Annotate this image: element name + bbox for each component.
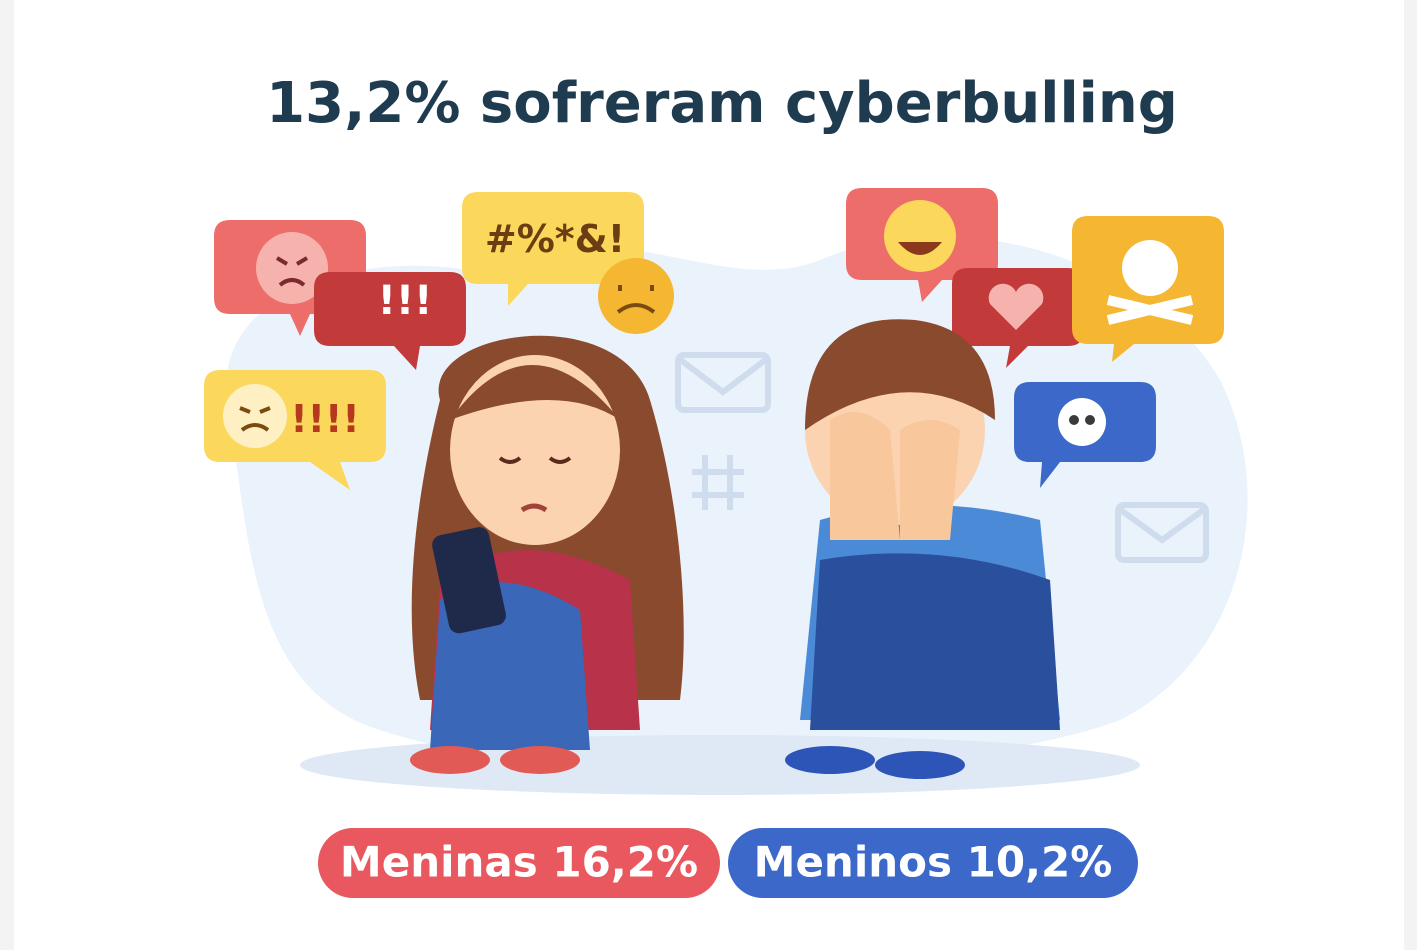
title: 13,2% sofreram cyberbulling (266, 71, 1178, 136)
boys-label: Meninos 10,2% (754, 838, 1113, 887)
bubble-text: #%*&! (485, 217, 625, 261)
girls-label: Meninas 16,2% (340, 838, 698, 887)
bubble-text: !!! (378, 278, 433, 324)
bubble-text: !!!! (290, 397, 359, 441)
bubble-skull (1072, 216, 1224, 362)
infographic: 13,2% sofreram cyberbulling !!! #%*&! !!… (0, 0, 1417, 950)
